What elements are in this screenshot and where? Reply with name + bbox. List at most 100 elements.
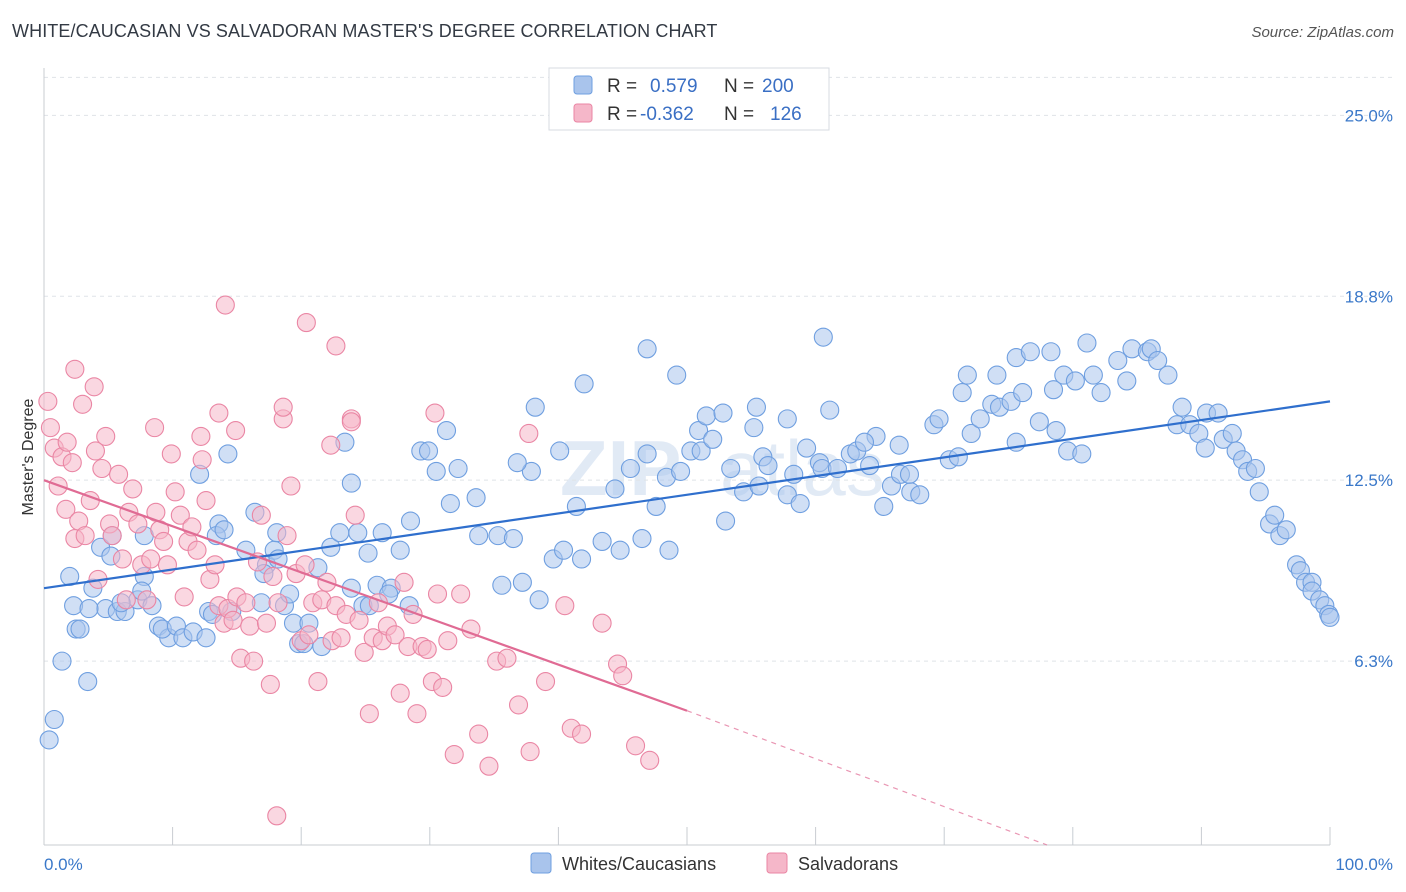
- data-point: [797, 438, 817, 458]
- data-point: [952, 383, 972, 403]
- data-point: [451, 584, 471, 604]
- bottom-legend-swatch-salvadorans: [766, 852, 788, 874]
- data-point: [555, 596, 575, 616]
- data-point: [910, 485, 930, 505]
- data-point: [1222, 423, 1242, 444]
- y-tick-label: 25.0%: [1345, 106, 1393, 125]
- data-point: [407, 704, 427, 724]
- data-point: [418, 441, 439, 461]
- data-point: [1046, 421, 1066, 441]
- data-point: [1083, 365, 1103, 385]
- chart-source: Source: ZipAtlas.com: [1251, 24, 1394, 41]
- data-point: [1065, 371, 1085, 391]
- x-tick-label-min: 0.0%: [44, 855, 83, 874]
- data-point: [109, 464, 129, 484]
- data-point: [358, 543, 378, 563]
- data-point: [626, 736, 646, 756]
- data-point: [256, 613, 277, 633]
- data-point: [571, 549, 592, 569]
- data-point: [1043, 380, 1064, 400]
- data-point: [56, 499, 76, 519]
- data-point: [637, 339, 657, 359]
- data-point: [929, 409, 949, 429]
- data-point: [215, 295, 235, 315]
- data-point: [713, 403, 733, 423]
- bottom-legend-label-whites: Whites/Caucasians: [562, 854, 716, 874]
- data-point: [214, 520, 234, 540]
- data-point: [1195, 438, 1215, 458]
- data-point: [174, 587, 194, 607]
- data-point: [469, 526, 489, 546]
- data-point: [758, 456, 778, 476]
- data-point: [746, 397, 766, 417]
- data-point: [425, 403, 445, 423]
- data-point: [1117, 371, 1137, 391]
- data-point: [957, 365, 977, 385]
- data-point: [716, 511, 736, 531]
- data-point: [92, 458, 112, 479]
- data-point: [348, 523, 368, 543]
- data-point: [226, 421, 246, 441]
- data-point: [620, 458, 640, 479]
- grid: [44, 76, 1392, 662]
- bottom-legend: Whites/Caucasians Salvadorans: [530, 852, 898, 874]
- data-point: [529, 590, 549, 610]
- data-point: [52, 651, 72, 671]
- y-tick-label: 6.3%: [1354, 652, 1393, 671]
- data-point: [40, 418, 60, 438]
- data-point: [1148, 350, 1168, 371]
- data-point: [400, 511, 421, 531]
- legend-swatch-salvadorans: [573, 103, 593, 123]
- trend-line-salvadorans: [43, 479, 688, 712]
- data-point: [73, 394, 93, 414]
- data-point: [520, 742, 540, 762]
- data-point: [440, 493, 460, 514]
- trend-lines: [43, 400, 1331, 846]
- data-point: [359, 704, 379, 724]
- data-point: [519, 423, 539, 444]
- data-point: [281, 476, 301, 496]
- data-point: [385, 625, 405, 645]
- data-point: [1029, 412, 1049, 432]
- data-point: [1108, 350, 1128, 371]
- data-point: [436, 421, 457, 441]
- data-point: [62, 453, 82, 473]
- data-point: [161, 444, 181, 464]
- data-point: [57, 432, 77, 452]
- data-point: [571, 724, 592, 744]
- data-point: [102, 526, 122, 546]
- data-point: [605, 479, 625, 499]
- data-point: [1172, 397, 1192, 417]
- data-point: [492, 575, 512, 595]
- data-point: [244, 651, 264, 671]
- trend-line-extension: [686, 710, 1048, 846]
- data-point: [512, 572, 532, 592]
- data-point: [438, 631, 458, 651]
- data-point: [696, 406, 716, 426]
- data-point: [637, 444, 657, 464]
- data-point: [39, 730, 59, 750]
- data-point: [268, 593, 288, 613]
- data-point: [390, 540, 410, 560]
- data-point: [267, 806, 287, 826]
- data-point: [433, 677, 453, 697]
- y-tick-label: 12.5%: [1345, 471, 1393, 490]
- data-point: [521, 461, 541, 481]
- data-point: [1276, 520, 1296, 540]
- data-point: [218, 444, 238, 464]
- data-point: [640, 750, 660, 770]
- data-point: [321, 435, 341, 455]
- data-point: [466, 488, 486, 508]
- legend-n-value-2: 126: [770, 104, 802, 125]
- data-point: [444, 744, 464, 765]
- data-point: [273, 397, 293, 417]
- data-point: [426, 461, 446, 481]
- data-point: [64, 596, 84, 616]
- data-point: [671, 461, 691, 481]
- legend-n-label-2: N =: [724, 104, 754, 125]
- axes: [43, 68, 1331, 846]
- data-point: [299, 625, 319, 645]
- data-point: [116, 590, 136, 610]
- watermark-zip: ZIP: [560, 424, 681, 512]
- data-point: [1072, 444, 1092, 464]
